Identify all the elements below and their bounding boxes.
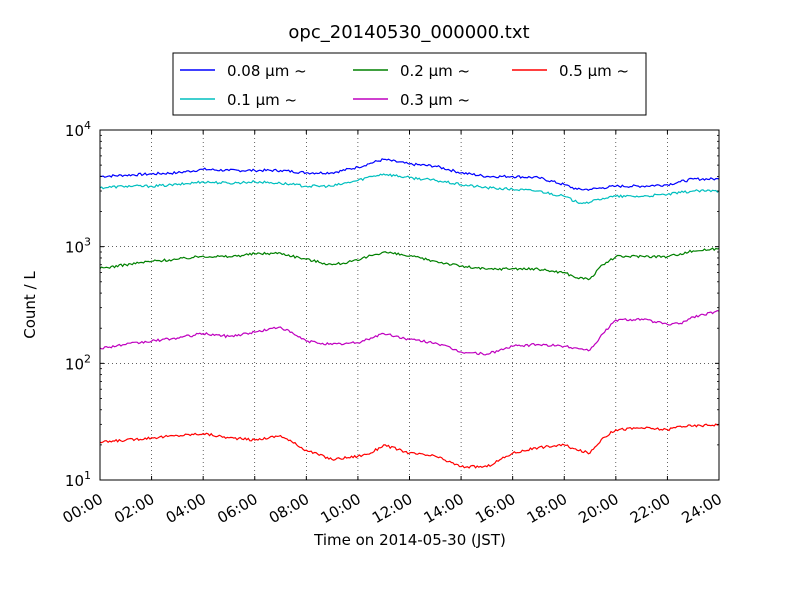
x-axis-label: Time on 2014-05-30 (JST) xyxy=(313,531,506,549)
x-tick-label: 20:00 xyxy=(575,490,621,527)
x-tick-label: 00:00 xyxy=(60,490,106,527)
x-tick-label: 12:00 xyxy=(369,490,415,527)
series-line-2 xyxy=(99,247,720,281)
x-tick-label: 14:00 xyxy=(421,490,467,527)
legend-label-0: 0.08 μm ~ xyxy=(227,62,307,80)
x-tick-label: 22:00 xyxy=(627,490,673,527)
x-tick-label: 08:00 xyxy=(266,490,312,527)
y-tick-label: 102 xyxy=(65,352,91,373)
chart-title: opc_20140530_000000.txt xyxy=(288,22,529,43)
series-lines xyxy=(99,158,720,469)
legend: 0.08 μm ~ 0.1 μm ~ 0.2 μm ~ 0.3 μm ~ 0.5 μm … xyxy=(172,52,647,116)
x-tick-label: 18:00 xyxy=(524,490,570,527)
series-line-0 xyxy=(100,158,720,192)
y-tick-label: 101 xyxy=(65,469,91,490)
series-line-4 xyxy=(99,423,720,469)
legend-label-2: 0.2 μm ~ xyxy=(400,62,470,80)
y-axis: 101 102 103 104 xyxy=(65,119,719,490)
legend-label-4: 0.5 μm ~ xyxy=(559,62,629,80)
x-tick-label: 04:00 xyxy=(163,490,209,527)
legend-label-1: 0.1 μm ~ xyxy=(227,91,297,109)
y-axis-label: Count / L xyxy=(21,271,39,339)
legend-label-3: 0.3 μm ~ xyxy=(400,91,470,109)
x-tick-label: 16:00 xyxy=(472,490,518,527)
legend-box xyxy=(172,52,647,116)
x-tick-label: 24:00 xyxy=(679,490,725,527)
series-line-3 xyxy=(99,309,720,356)
y-tick-label: 103 xyxy=(65,236,91,257)
y-tick-label: 104 xyxy=(65,119,91,140)
x-axis: 00:00 02:00 04:00 06:00 08:00 10:00 12:00 14:00… xyxy=(60,130,725,527)
series-line-1 xyxy=(99,173,720,205)
x-tick-label: 02:00 xyxy=(111,490,157,527)
x-tick-label: 10:00 xyxy=(317,490,363,527)
x-tick-label: 06:00 xyxy=(214,490,260,527)
